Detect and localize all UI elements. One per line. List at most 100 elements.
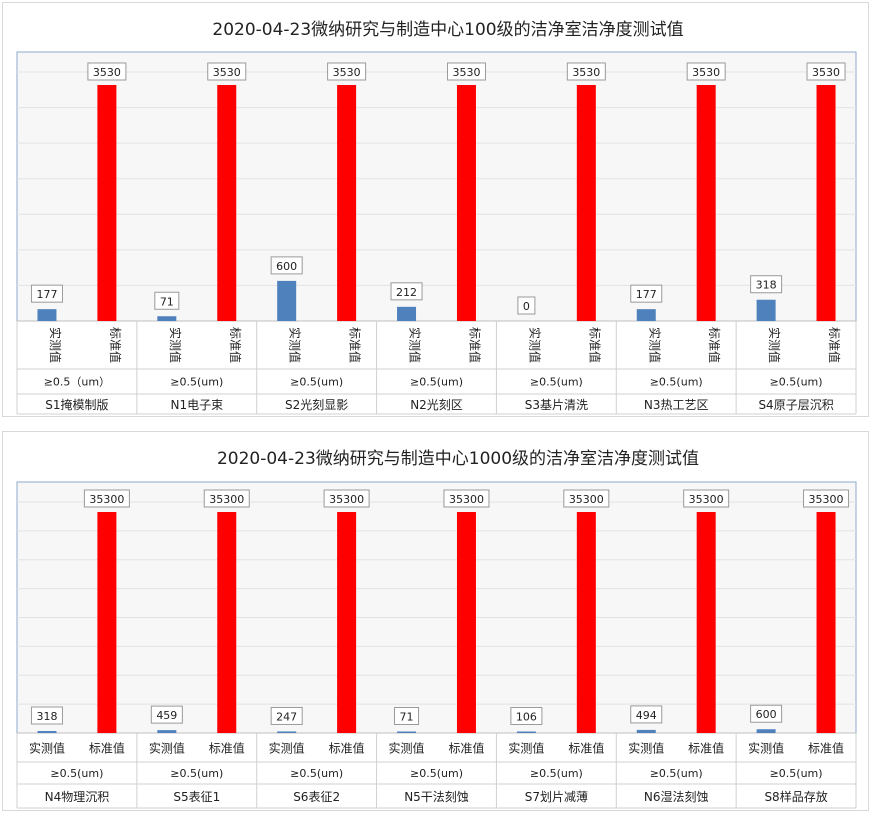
series-label: 标准值: [348, 327, 363, 363]
data-label-box: [270, 706, 303, 725]
data-label-box: [563, 489, 610, 508]
series-label: 实测值: [508, 741, 544, 756]
data-label-box: [390, 282, 423, 301]
bar-measured: [397, 306, 417, 321]
data-label-measured: 177: [36, 288, 57, 301]
series-label: 实测值: [748, 741, 784, 756]
bar-measured: [157, 316, 177, 321]
data-label-box: [30, 706, 63, 725]
chart-panel-class100: 2020-04-23微纳研究与制造中心100级的洁净室洁净度测试值 177 353…: [2, 2, 869, 417]
series-label: 实测值: [767, 327, 782, 363]
series-label: 标准值: [827, 327, 842, 363]
data-label-box: [207, 62, 247, 81]
bar-measured: [516, 731, 536, 733]
particle-size-label: ≥0.5(um): [650, 767, 703, 780]
series-label: 标准值: [108, 327, 123, 363]
bar-measured: [37, 731, 57, 733]
series-label: 标准值: [568, 741, 604, 756]
bar-standard: [816, 512, 836, 733]
data-label-box: [750, 704, 783, 723]
series-label: 标准值: [209, 741, 245, 756]
bar-measured: [277, 280, 297, 321]
particle-size-label: ≥0.5(um): [290, 376, 343, 389]
data-label-box: [806, 62, 846, 81]
bar-measured: [756, 299, 776, 321]
data-label-measured: 318: [36, 710, 57, 723]
data-label-measured: 600: [276, 260, 297, 273]
bar-standard: [337, 512, 357, 733]
bar-standard: [576, 512, 596, 733]
data-label-box: [30, 284, 63, 303]
room-name-label: N1电子束: [170, 398, 223, 412]
data-label-measured: 71: [400, 711, 414, 724]
chart-title: 2020-04-23微纳研究与制造中心100级的洁净室洁净度测试值: [212, 20, 684, 40]
room-name-label: N2光刻区: [410, 398, 463, 412]
data-label-box: [150, 705, 183, 724]
series-label: 实测值: [288, 327, 303, 363]
particle-size-label: ≥0.5(um): [170, 376, 223, 389]
room-name-label: N5干法刻蚀: [404, 790, 469, 804]
data-label-box: [323, 489, 370, 508]
data-label-box: [443, 489, 490, 508]
particle-size-label: ≥0.5(um): [170, 767, 223, 780]
series-label: 标准值: [688, 741, 724, 756]
series-label: 实测值: [48, 327, 63, 363]
series-label: 标准值: [707, 327, 722, 363]
series-label: 实测值: [389, 741, 425, 756]
data-label-standard: 3530: [452, 66, 480, 79]
series-label: 标准值: [587, 327, 602, 363]
data-label-box: [203, 489, 250, 508]
data-label-measured: 71: [160, 295, 174, 308]
data-label-box: [394, 707, 420, 725]
series-label: 实测值: [647, 327, 662, 363]
particle-size-label: ≥0.5(um): [770, 376, 823, 389]
data-label-standard: 3530: [213, 66, 241, 79]
bar-standard: [97, 512, 117, 733]
data-label-box: [750, 275, 783, 294]
data-label-measured: 459: [156, 709, 177, 722]
data-label-box: [683, 489, 730, 508]
data-label-box: [87, 62, 127, 81]
plot-area: [16, 481, 857, 734]
series-label: 标准值: [808, 741, 844, 756]
room-name-label: N6湿法刻蚀: [644, 789, 709, 804]
data-label-standard: 35300: [329, 493, 364, 506]
data-label-standard: 3530: [572, 66, 600, 79]
bar-standard: [337, 85, 357, 321]
series-label: 标准值: [329, 741, 365, 756]
data-label-box: [803, 489, 850, 508]
room-name-label: S3基片清洗: [525, 398, 588, 412]
data-label-standard: 35300: [209, 493, 244, 506]
particle-size-label: ≥0.5(um): [410, 376, 463, 389]
data-label-measured: 0: [523, 300, 530, 313]
data-label-box: [446, 62, 486, 81]
data-label-standard: 3530: [692, 66, 720, 79]
data-label-measured: 318: [756, 279, 777, 292]
data-label-measured: 212: [396, 286, 417, 299]
series-label: 标准值: [228, 327, 243, 363]
bar-standard: [217, 85, 237, 321]
particle-size-label: ≥0.5(um): [650, 376, 703, 389]
chart-panel-class1000: 2020-04-23微纳研究与制造中心1000级的洁净室洁净度测试值 318 35…: [2, 431, 869, 811]
bar-standard: [576, 85, 596, 321]
bar-measured: [157, 730, 177, 733]
series-label: 实测值: [269, 741, 305, 756]
series-label: 标准值: [467, 327, 482, 363]
data-label-measured: 247: [276, 710, 297, 723]
room-name-label: S4原子层沉积: [758, 398, 833, 412]
bar-measured: [37, 309, 57, 321]
room-name-label: S8样品存放: [764, 789, 827, 804]
particle-size-label: ≥0.5(um): [530, 767, 583, 780]
data-label-box: [83, 489, 130, 508]
data-label-standard: 35300: [89, 493, 124, 506]
bar-standard: [816, 85, 836, 321]
series-label: 实测值: [628, 741, 664, 756]
data-label-standard: 3530: [333, 66, 361, 79]
data-label-measured: 600: [756, 708, 777, 721]
room-name-label: S1掩模制版: [45, 398, 108, 412]
bar-measured: [636, 309, 656, 321]
particle-size-label: ≥0.5(um): [290, 767, 343, 780]
bar-measured: [756, 729, 776, 733]
bar-standard: [97, 85, 117, 321]
data-label-box: [566, 62, 606, 81]
